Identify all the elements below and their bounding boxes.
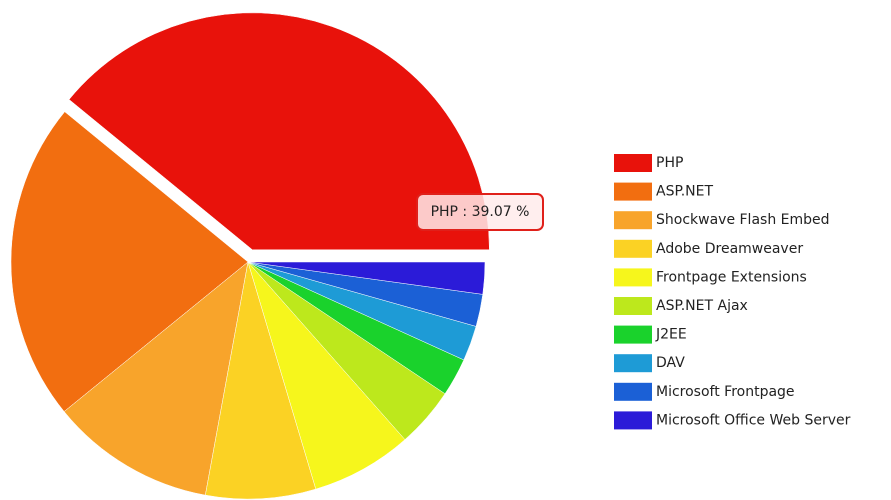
pie-slice [247, 261, 406, 490]
legend-swatch [614, 239, 652, 258]
pie-slice [68, 12, 490, 251]
legend-swatch [614, 354, 652, 373]
pie-slice [205, 261, 317, 500]
legend-label: ASP.NET [656, 184, 713, 200]
legend-swatch [614, 211, 652, 230]
legend-swatch [614, 297, 652, 315]
pie-slice [247, 261, 486, 295]
pie-slice [63, 261, 249, 496]
legend-swatch [614, 182, 652, 201]
legend-label: DAV [656, 355, 685, 371]
legend-label: J2EE [655, 327, 687, 343]
legend-label: Shockwave Flash Embed [656, 212, 830, 228]
legend-label: Frontpage Extensions [656, 269, 807, 285]
legend-swatch [614, 325, 652, 344]
legend-swatch [614, 382, 652, 401]
legend-label: Microsoft Office Web Server [656, 412, 851, 428]
pie-slice [10, 111, 249, 412]
legend-label: Adobe Dreamweaver [656, 241, 803, 257]
legend-swatch [614, 411, 652, 430]
legend-swatch [614, 154, 652, 172]
tooltip-box [416, 193, 544, 231]
legend-label: PHP [656, 155, 683, 171]
legend-swatch [614, 268, 652, 287]
legend-label: ASP.NET Ajax [656, 298, 748, 314]
tooltip-text: PHP : 39.07 % [431, 204, 530, 220]
legend-label: Microsoft Frontpage [656, 384, 795, 400]
